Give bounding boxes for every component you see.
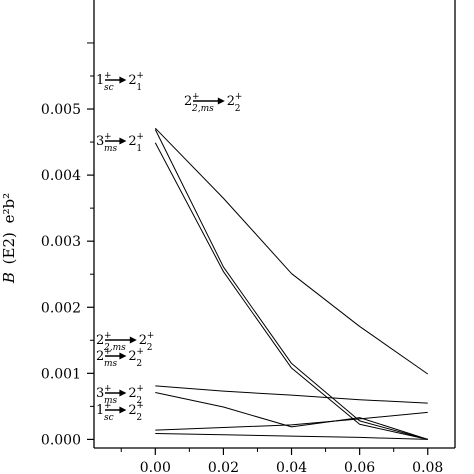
transition-to-sup: + bbox=[136, 384, 144, 394]
transition-from: 3 bbox=[96, 134, 104, 149]
y-tick-label: 0.005 bbox=[41, 102, 81, 118]
transition-to-sub: 2 bbox=[136, 413, 142, 423]
transition-to: 2 bbox=[128, 386, 136, 401]
transition-from-sup: + bbox=[104, 71, 112, 81]
transition-from: 2 bbox=[184, 94, 192, 109]
transition-from-sub: 2,ms bbox=[103, 343, 126, 353]
series-line-6 bbox=[155, 411, 428, 431]
x-tick-label: 0.00 bbox=[140, 460, 171, 474]
series-line-1 bbox=[154, 127, 429, 375]
transition-to: 2 bbox=[139, 333, 147, 348]
transition-arrow-head bbox=[217, 97, 225, 105]
x-tick-label: 0.04 bbox=[276, 460, 307, 474]
y-tick-label: 0.003 bbox=[41, 234, 81, 250]
transition-arrow-head bbox=[119, 352, 127, 360]
transition-label-5: 2 +ms 2 +2 bbox=[96, 347, 144, 369]
transition-from-sub: sc bbox=[104, 83, 114, 93]
transition-from: 1 bbox=[96, 73, 104, 88]
transition-to-sub: 2 bbox=[147, 343, 153, 353]
x-tick-label: 0.06 bbox=[344, 460, 375, 474]
transition-arrow-head bbox=[129, 336, 137, 344]
series-line-2 bbox=[154, 129, 428, 440]
y-axis-label-paren: (E2) bbox=[0, 232, 18, 264]
transition-to-sub: 1 bbox=[136, 83, 142, 93]
transition-label-1: 1 +sc 2 +1 bbox=[96, 71, 144, 93]
transition-from-sub: ms bbox=[104, 359, 118, 369]
transition-label-2: 2 +2,ms 2 +2 bbox=[184, 92, 242, 114]
series-line-5 bbox=[155, 392, 428, 440]
annotation-layer: 1 +sc 2 +12 +2,ms 2 +23 +ms 2 +12 +2,ms 2 +22 +ms 2 +23… bbox=[96, 71, 242, 423]
transition-from-sup: + bbox=[104, 347, 112, 357]
series-layer bbox=[154, 127, 429, 440]
transition-label-4: 2 +2,ms 2 +2 bbox=[96, 331, 154, 353]
transition-from-sub: ms bbox=[104, 144, 118, 154]
transition-to: 2 bbox=[227, 94, 235, 109]
y-axis-label-symbol: B bbox=[0, 272, 18, 284]
y-tick-label: 0.001 bbox=[41, 366, 81, 382]
transition-arrow-head bbox=[119, 389, 127, 397]
transition-to-sup: + bbox=[147, 331, 155, 341]
series-line-7 bbox=[155, 432, 428, 440]
transition-to-sub: 1 bbox=[136, 144, 142, 154]
transition-to: 2 bbox=[128, 403, 136, 418]
y-axis-label: B (E2) e²b² bbox=[0, 193, 18, 284]
y-axis-label-unit: e²b² bbox=[0, 193, 18, 224]
transition-from: 3 bbox=[96, 386, 104, 401]
transition-arrow-head bbox=[119, 406, 127, 414]
transition-from-sup: + bbox=[104, 401, 112, 411]
transition-from-sub: 2,ms bbox=[191, 104, 214, 114]
transition-to-sup: + bbox=[136, 132, 144, 142]
y-tick-label: 0.004 bbox=[41, 168, 81, 184]
series-line-4 bbox=[155, 385, 428, 404]
transition-from-sup: + bbox=[104, 132, 112, 142]
transition-label-3: 3 +ms 2 +1 bbox=[96, 132, 144, 154]
transition-arrow-head bbox=[119, 137, 127, 145]
transition-to-sub: 2 bbox=[136, 396, 142, 406]
transition-to: 2 bbox=[128, 73, 136, 88]
transition-to-sup: + bbox=[136, 347, 144, 357]
transition-label-6: 3 +ms 2 +2 bbox=[96, 384, 144, 406]
axes: 0.000 0.001 0.002 0.003 0.004 0.005 0.00 0.02 0.… bbox=[41, 0, 456, 474]
transition-to-sup: + bbox=[136, 401, 144, 411]
transition-from-sub: ms bbox=[104, 396, 118, 406]
transition-from: 1 bbox=[96, 403, 104, 418]
transition-to: 2 bbox=[128, 134, 136, 149]
transition-to-sub: 2 bbox=[235, 104, 241, 114]
transition-from: 2 bbox=[96, 349, 104, 364]
transition-to: 2 bbox=[128, 349, 136, 364]
transition-from-sup: + bbox=[192, 92, 200, 102]
transition-label-7: 1 +sc 2 +2 bbox=[96, 401, 144, 423]
transition-to-sup: + bbox=[235, 92, 243, 102]
transition-to-sup: + bbox=[136, 71, 144, 81]
x-tick-label: 0.08 bbox=[412, 460, 443, 474]
transition-from-sub: sc bbox=[104, 413, 114, 423]
transition-to-sub: 2 bbox=[136, 359, 142, 369]
series-line-3 bbox=[154, 142, 428, 440]
transition-from-sup: + bbox=[104, 384, 112, 394]
transition-from-sup: + bbox=[104, 331, 112, 341]
y-tick-label: 0.000 bbox=[41, 432, 81, 448]
transition-arrow-head bbox=[119, 76, 127, 84]
x-tick-label: 0.02 bbox=[208, 460, 239, 474]
y-tick-label: 0.002 bbox=[41, 300, 81, 316]
transition-from: 2 bbox=[96, 333, 104, 348]
